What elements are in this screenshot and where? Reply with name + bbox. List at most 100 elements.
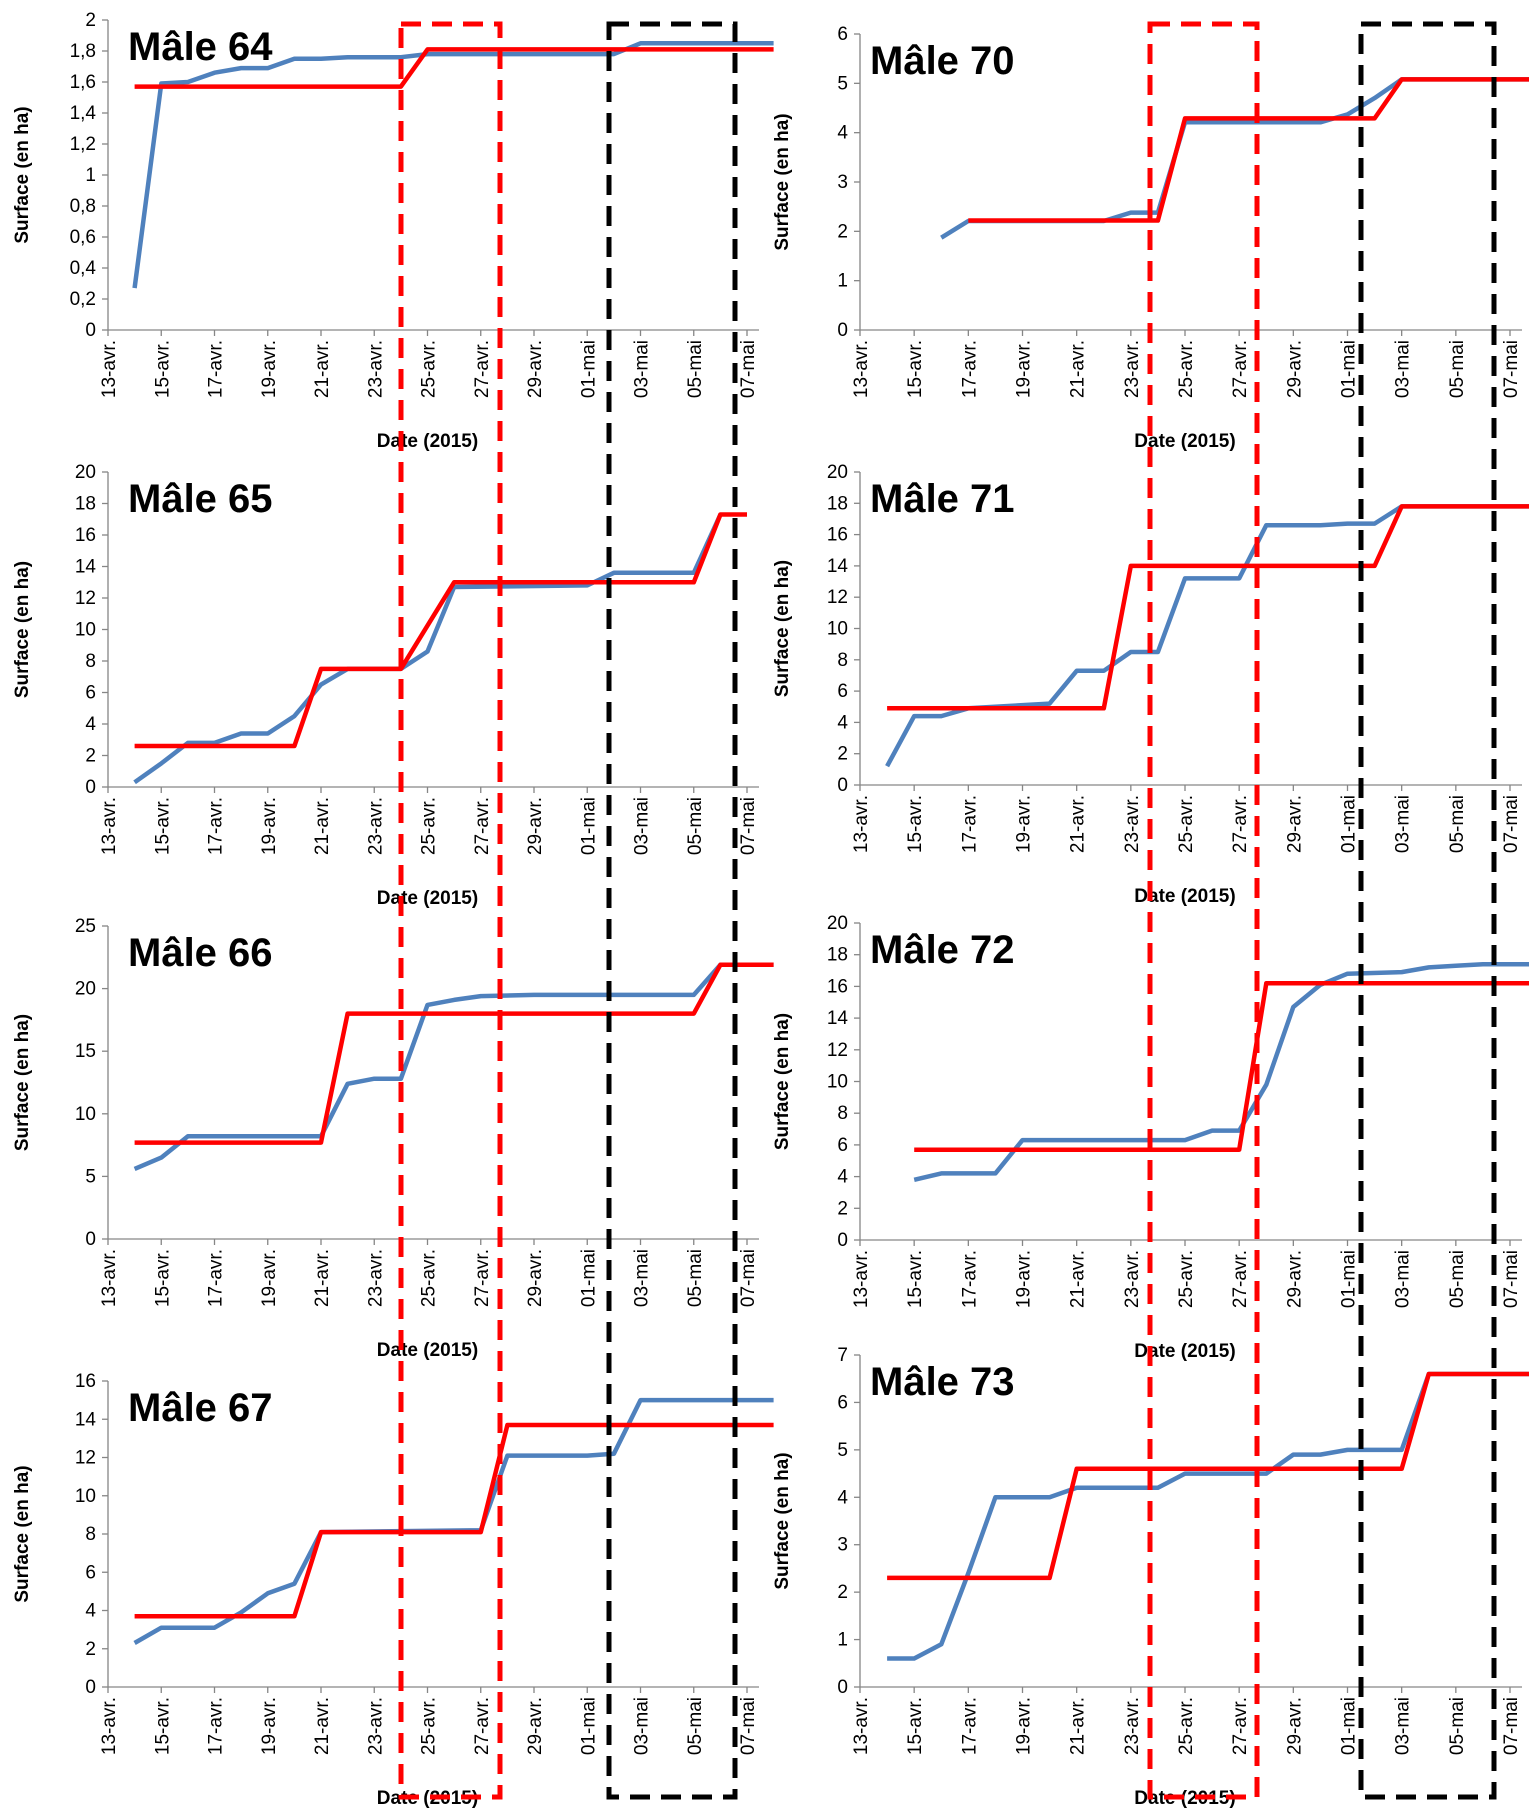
- x-tick-label: 13-avr.: [851, 795, 872, 853]
- x-tick-label: 13-avr.: [851, 1697, 872, 1755]
- x-tick-label: 05-mai: [1447, 795, 1468, 853]
- y-axis-title: Surface (en ha): [12, 106, 33, 243]
- x-tick-label: 21-avr.: [1068, 1697, 1089, 1755]
- y-tick-label: 4: [837, 1487, 848, 1508]
- y-tick-label: 18: [75, 494, 96, 515]
- x-tick-label: 03-mai: [632, 797, 653, 855]
- x-tick-label: 07-mai: [738, 1249, 759, 1307]
- y-tick-label: 4: [837, 1167, 848, 1188]
- y-tick-label: 6: [837, 24, 848, 45]
- chart-panel: 0 0,2 0,4 0,6 0,8 1 1,2 1,4 1,6 1,8 2 13-avr. 15-avr…: [12, 10, 774, 452]
- x-tick-label: 25-avr.: [1176, 795, 1197, 853]
- x-tick-label: 29-avr.: [525, 1697, 546, 1755]
- y-tick-label: 5: [85, 1166, 96, 1187]
- x-axis-title: Date (2015): [1134, 886, 1235, 907]
- chart-panel: 0 2 4 6 8 10 12 14 16 18 20 13-avr. 15-avr. 17-avr. 19…: [12, 462, 759, 909]
- y-tick-label: 0,6: [70, 227, 96, 248]
- x-tick-label: 05-mai: [685, 1249, 706, 1307]
- y-tick-label: 6: [85, 1562, 96, 1583]
- y-axis-title: Surface (en ha): [12, 1014, 33, 1151]
- y-tick-label: 0: [85, 320, 96, 341]
- x-tick-label: 25-avr.: [419, 1249, 440, 1307]
- x-tick-label: 01-mai: [1339, 340, 1360, 398]
- model-series-line: [887, 1371, 1529, 1581]
- panel-title: Mâle 66: [128, 931, 273, 975]
- y-tick-label: 10: [75, 1486, 96, 1507]
- x-tick-label: 17-avr.: [959, 340, 980, 398]
- panel-title: Mâle 73: [870, 1360, 1015, 1404]
- red-dashed-box-right: [1147, 21, 1260, 1800]
- chart-panel: 0 2 4 6 8 10 12 14 16 13-avr. 15-avr. 17-avr. 19-avr…: [12, 1371, 774, 1809]
- y-tick-label: 1: [837, 1630, 848, 1651]
- x-tick-label: 15-avr.: [905, 340, 926, 398]
- y-tick-label: 1,8: [70, 41, 96, 62]
- y-tick-label: 8: [85, 651, 96, 672]
- chart-panel: 0 2 4 6 8 10 12 14 16 18 20 13-avr. 15-avr. 17-avr. 19…: [772, 913, 1529, 1362]
- y-axis-title: Surface (en ha): [772, 113, 793, 250]
- x-tick-label: 01-mai: [578, 340, 599, 398]
- x-tick-label: 05-mai: [685, 797, 706, 855]
- y-tick-label: 0,4: [70, 258, 97, 279]
- x-tick-label: 07-mai: [738, 797, 759, 855]
- x-tick-label: 01-mai: [578, 797, 599, 855]
- model-series-line: [134, 512, 747, 749]
- x-tick-label: 03-mai: [1393, 795, 1414, 853]
- x-tick-label: 27-avr.: [472, 1249, 493, 1307]
- x-tick-label: 13-avr.: [851, 340, 872, 398]
- x-tick-label: 05-mai: [685, 1697, 706, 1755]
- x-tick-label: 19-avr.: [1014, 1250, 1035, 1308]
- x-tick-label: 27-avr.: [1230, 340, 1251, 398]
- x-tick-label: 29-avr.: [525, 340, 546, 398]
- y-tick-label: 14: [75, 557, 97, 578]
- x-tick-label: 13-avr.: [99, 797, 120, 855]
- y-tick-label: 0: [85, 777, 96, 798]
- y-axis-title: Surface (en ha): [772, 1452, 793, 1589]
- x-tick-label: 15-avr.: [152, 1697, 173, 1755]
- x-tick-label: 25-avr.: [1176, 1250, 1197, 1308]
- x-tick-label: 21-avr.: [1068, 795, 1089, 853]
- y-tick-label: 1,4: [70, 103, 97, 124]
- y-tick-label: 4: [837, 123, 848, 144]
- x-tick-label: 07-mai: [738, 1697, 759, 1755]
- y-tick-label: 16: [75, 525, 96, 546]
- y-tick-label: 12: [827, 587, 848, 608]
- x-tick-label: 17-avr.: [959, 795, 980, 853]
- y-tick-label: 15: [75, 1041, 96, 1062]
- x-tick-label: 17-avr.: [206, 1697, 227, 1755]
- y-tick-label: 20: [827, 462, 848, 483]
- x-tick-label: 19-avr.: [259, 340, 280, 398]
- y-axis-title: Surface (en ha): [12, 1465, 33, 1602]
- x-tick-label: 27-avr.: [1230, 1250, 1251, 1308]
- panel-title: Mâle 65: [128, 477, 273, 521]
- chart-panel: 0 2 4 6 8 10 12 14 16 18 20 13-avr. 15-avr. 17-avr. 19…: [772, 462, 1529, 907]
- x-tick-label: 27-avr.: [472, 1697, 493, 1755]
- y-tick-label: 1: [85, 165, 96, 186]
- y-tick-label: 8: [85, 1524, 96, 1545]
- observed-series-line: [913, 961, 1529, 1182]
- y-tick-label: 4: [85, 1601, 96, 1622]
- x-tick-label: 23-avr.: [1122, 1697, 1143, 1755]
- chart-panel: 0 1 2 3 4 5 6 7 13-avr. 15-avr. 17-avr. 19-avr. 21-a…: [772, 1345, 1529, 1809]
- y-tick-label: 1,2: [70, 134, 96, 155]
- x-tick-label: 19-avr.: [259, 797, 280, 855]
- y-tick-label: 18: [827, 493, 848, 514]
- x-tick-label: 07-mai: [1501, 1250, 1522, 1308]
- x-tick-label: 03-mai: [632, 1697, 653, 1755]
- y-tick-label: 10: [827, 619, 848, 640]
- y-tick-label: 6: [837, 681, 848, 702]
- chart-panel: 0 5 10 15 20 25 13-avr. 15-avr. 17-avr. 19-avr. 21…: [12, 916, 774, 1361]
- y-tick-label: 5: [837, 1440, 848, 1461]
- y-tick-label: 6: [837, 1135, 848, 1156]
- x-tick-label: 23-avr.: [1122, 340, 1143, 398]
- x-tick-label: 29-avr.: [525, 1249, 546, 1307]
- x-tick-label: 25-avr.: [419, 797, 440, 855]
- y-tick-label: 2: [837, 1582, 848, 1603]
- x-tick-label: 17-avr.: [959, 1697, 980, 1755]
- y-tick-label: 0: [837, 1677, 848, 1698]
- y-tick-label: 10: [75, 620, 96, 641]
- x-tick-label: 19-avr.: [1014, 795, 1035, 853]
- y-tick-label: 0: [837, 1230, 848, 1251]
- x-tick-label: 27-avr.: [1230, 1697, 1251, 1755]
- x-tick-label: 05-mai: [1447, 1697, 1468, 1755]
